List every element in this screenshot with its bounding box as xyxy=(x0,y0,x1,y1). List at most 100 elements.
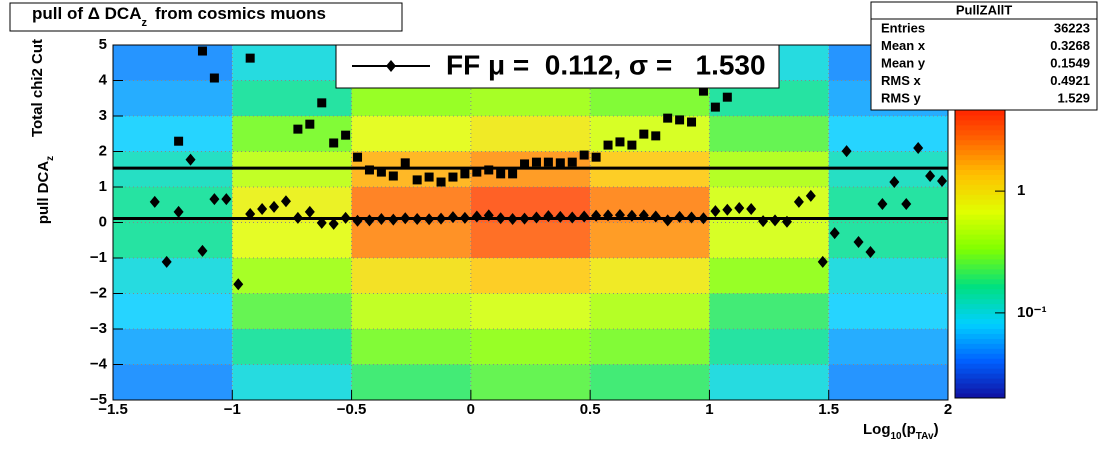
mean-point xyxy=(591,209,602,222)
mean-point xyxy=(519,212,530,225)
heatmap-cell xyxy=(351,116,471,152)
mean-point xyxy=(292,211,303,224)
mean-point xyxy=(483,209,494,222)
palette-slice xyxy=(955,149,1005,156)
palette-slice xyxy=(955,114,1005,121)
sigma-point xyxy=(687,117,697,127)
palette-slice xyxy=(955,343,1005,349)
palette-slice xyxy=(955,154,1005,161)
heatmap-cell xyxy=(232,258,352,294)
x-tick-label: 2 xyxy=(944,401,952,418)
mean-point xyxy=(662,214,673,227)
y-tick-label: 5 xyxy=(99,36,107,53)
x-label-sub: TAv xyxy=(916,431,934,442)
sigma-point xyxy=(508,169,518,179)
palette-slice xyxy=(955,234,1005,240)
heatmap-cell xyxy=(232,293,352,329)
sigma-point xyxy=(400,158,410,168)
heatmap-cell xyxy=(470,222,591,258)
palette-slice xyxy=(955,159,1005,166)
palette-slice xyxy=(955,249,1005,255)
mean-point xyxy=(889,176,900,189)
palette-slice xyxy=(955,119,1005,126)
sigma-point xyxy=(197,46,207,56)
mean-point xyxy=(626,209,637,222)
palette-slice xyxy=(955,174,1005,180)
mean-point xyxy=(913,141,924,154)
sigma-point xyxy=(627,140,637,150)
title-part: pull of Δ DCA xyxy=(32,4,141,23)
palette-slice xyxy=(955,204,1005,210)
z-tick-label: 10⁻¹ xyxy=(1017,304,1047,321)
sigma-point xyxy=(710,102,720,112)
palette-slice xyxy=(955,219,1005,225)
sigma-point xyxy=(615,137,625,147)
palette-slice xyxy=(955,229,1005,235)
y-tick-label: 3 xyxy=(99,107,107,124)
mean-point xyxy=(555,210,566,223)
y-axis-label: pull DCAz xyxy=(35,156,56,224)
palette-slice xyxy=(955,144,1005,151)
mean-point xyxy=(686,211,697,224)
mean-point xyxy=(722,203,733,216)
stats-key: Mean x xyxy=(881,38,926,53)
overlay xyxy=(113,46,948,291)
mean-point xyxy=(352,214,363,227)
mean-point xyxy=(805,189,816,202)
y-axis-cut-label: Total chi2 Cut xyxy=(29,39,46,137)
y-tick-label: 2 xyxy=(99,142,107,159)
heatmap-cell xyxy=(828,116,948,152)
heatmap-cell xyxy=(113,258,233,294)
mean-point xyxy=(543,210,554,223)
palette-slice xyxy=(955,308,1005,315)
sigma-point xyxy=(484,165,494,175)
stats-key: Entries xyxy=(881,20,925,35)
palette-slice xyxy=(955,244,1005,250)
mean-point xyxy=(817,255,828,268)
mean-point xyxy=(304,205,315,218)
x-tick-label: 0.5 xyxy=(580,401,601,418)
sigma-point xyxy=(174,136,184,146)
palette-slice xyxy=(955,283,1005,290)
heatmap-cell xyxy=(709,364,829,400)
palette-slice xyxy=(955,109,1005,116)
sigma-point xyxy=(448,172,458,182)
y-tick-label: −2 xyxy=(90,284,107,301)
heatmap-cell xyxy=(232,45,352,81)
sigma-point xyxy=(353,152,363,162)
mean-point xyxy=(269,200,280,213)
heatmap-cell xyxy=(590,222,710,258)
palette-slice xyxy=(955,189,1005,195)
palette-slice xyxy=(955,373,1005,379)
mean-point xyxy=(710,205,721,218)
heatmap-cell xyxy=(232,329,352,365)
mean-point xyxy=(388,213,399,226)
palette-slice xyxy=(955,303,1005,310)
x-axis-label: Log10(pTAv) xyxy=(863,421,939,442)
z-tick-label: 1 xyxy=(1017,182,1025,199)
title-part: from cosmics muons xyxy=(155,4,326,23)
mean-point xyxy=(614,209,625,222)
y-tick-label: −5 xyxy=(90,391,107,408)
legend-marker xyxy=(386,60,396,72)
heatmap-cell xyxy=(470,116,591,152)
palette-slice xyxy=(955,253,1005,260)
y-tick-label: −4 xyxy=(90,355,108,372)
heatmap-cell xyxy=(113,222,233,258)
palette-slice xyxy=(955,298,1005,305)
mean-point xyxy=(436,212,447,225)
mean-point xyxy=(221,193,232,206)
mean-point xyxy=(471,210,482,223)
palette-slice xyxy=(955,313,1005,320)
palette-slice xyxy=(955,368,1005,374)
heatmap-cell xyxy=(351,293,471,329)
heatmap-cell xyxy=(828,187,948,223)
mean-point xyxy=(257,203,268,216)
heatmap-cell xyxy=(709,329,829,365)
mean-point xyxy=(841,145,852,158)
palette-slice xyxy=(955,273,1005,280)
y-label-part: pull DCA xyxy=(35,161,52,224)
mean-point xyxy=(412,212,423,225)
heatmap-cell xyxy=(470,364,591,400)
sigma-point xyxy=(567,157,577,167)
